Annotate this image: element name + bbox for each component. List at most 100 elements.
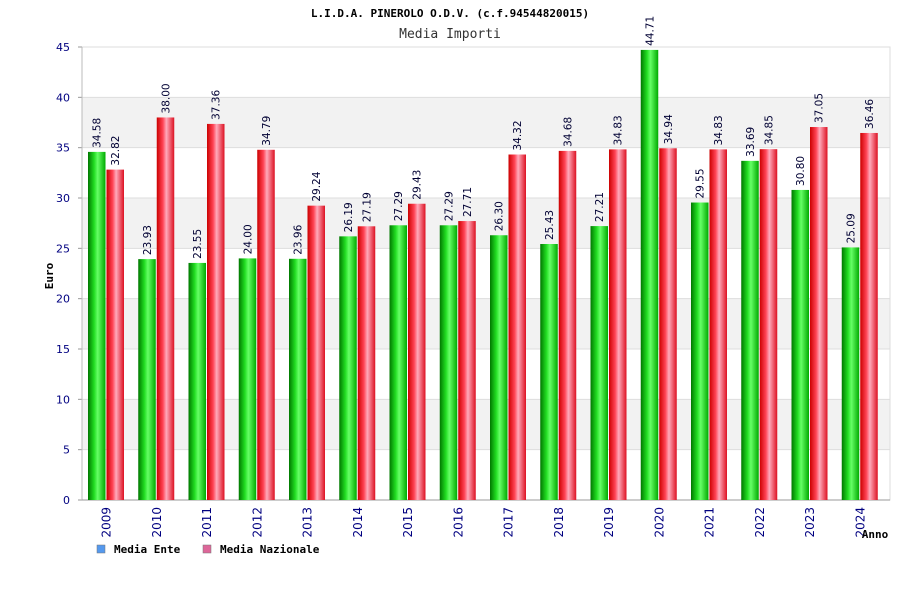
bar-media-nazionale <box>860 132 878 500</box>
data-label: 26.19 <box>343 202 355 232</box>
bar-media-nazionale <box>156 117 175 500</box>
y-tick-label: 20 <box>56 293 70 306</box>
legend-swatch <box>202 544 212 554</box>
bar-media-nazionale <box>659 148 677 500</box>
bar-media-ente <box>389 225 407 500</box>
chart-subtitle: Media Importi <box>399 27 501 42</box>
bar-media-nazionale <box>609 149 627 501</box>
legend-label: Media Ente <box>114 543 181 556</box>
data-label: 34.32 <box>512 120 524 150</box>
legend-swatch <box>96 544 106 554</box>
data-label: 26.30 <box>494 201 506 231</box>
bar-media-nazionale <box>810 127 828 500</box>
data-label: 29.24 <box>311 171 323 201</box>
data-label: 34.58 <box>92 118 104 148</box>
data-label: 37.36 <box>211 90 223 120</box>
bar-media-ente <box>188 262 206 500</box>
y-tick-label: 30 <box>56 192 70 205</box>
y-tick-label: 0 <box>63 494 70 507</box>
x-tick-label: 2022 <box>753 507 767 538</box>
legend-label: Media Nazionale <box>220 543 320 556</box>
x-tick-label: 2011 <box>200 507 214 538</box>
x-tick-label: 2024 <box>853 507 867 538</box>
bar-media-ente <box>590 226 608 500</box>
bar-media-ente <box>640 49 659 500</box>
x-tick-label: 2009 <box>100 507 114 538</box>
data-label: 38.00 <box>161 83 173 113</box>
chart-title: L.I.D.A. PINEROLO O.D.V. (c.f.9454482001… <box>311 7 589 20</box>
data-label: 23.93 <box>142 225 154 255</box>
data-label: 34.83 <box>713 115 725 145</box>
y-tick-label: 25 <box>56 242 70 255</box>
data-label: 27.21 <box>594 192 606 222</box>
x-tick-label: 2017 <box>502 507 516 538</box>
x-tick-label: 2015 <box>401 507 415 538</box>
data-label: 33.69 <box>745 127 757 157</box>
data-label: 36.46 <box>864 99 876 129</box>
data-label: 23.96 <box>293 224 305 254</box>
data-label: 27.71 <box>462 187 474 217</box>
bar-media-nazionale <box>458 221 476 500</box>
data-label: 30.80 <box>795 156 807 186</box>
data-label: 29.43 <box>412 170 424 200</box>
y-axis-ticks: 0 5 10 15 20 25 30 35 40 45 <box>56 41 70 507</box>
x-tick-label: 2018 <box>552 507 566 538</box>
bar-media-ente <box>490 235 508 500</box>
y-tick-label: 5 <box>63 444 70 457</box>
data-label: 27.19 <box>362 192 374 222</box>
legend: Media Ente Media Nazionale <box>96 543 320 556</box>
x-tick-label: 2012 <box>250 507 264 538</box>
bar-media-nazionale <box>709 149 727 501</box>
bar-media-nazionale <box>558 150 577 500</box>
data-label: 25.09 <box>846 213 858 243</box>
x-tick-label: 2016 <box>451 507 465 538</box>
bar-media-ente <box>439 225 458 500</box>
x-tick-label: 2014 <box>351 507 365 538</box>
bar-media-ente <box>791 189 809 501</box>
y-tick-label: 40 <box>56 91 70 104</box>
y-tick-label: 10 <box>56 393 70 406</box>
data-label: 34.83 <box>613 115 625 145</box>
bar-media-nazionale <box>508 154 526 500</box>
x-tick-label: 2010 <box>150 507 164 538</box>
x-tick-label: 2023 <box>803 507 817 538</box>
y-tick-label: 35 <box>56 142 70 155</box>
bar-media-ente <box>841 247 860 500</box>
x-tick-label: 2021 <box>703 507 717 538</box>
bar-media-nazionale <box>357 226 376 500</box>
bar-media-ente <box>339 236 357 500</box>
data-labels: 34.58 32.82 23.93 38.00 23.55 37.36 24.00 34.79… <box>92 16 876 259</box>
data-label: 29.55 <box>695 168 707 198</box>
data-label: 34.94 <box>663 114 675 144</box>
data-label: 23.55 <box>192 229 204 259</box>
x-tick-label: 2019 <box>602 507 616 538</box>
data-label: 27.29 <box>444 191 456 221</box>
bar-media-ente <box>138 259 156 500</box>
bar-media-nazionale <box>257 149 275 500</box>
bar-media-nazionale <box>759 149 778 500</box>
data-label: 44.71 <box>645 16 657 46</box>
data-label: 27.29 <box>393 191 405 221</box>
data-label: 34.85 <box>764 115 776 145</box>
data-label: 25.43 <box>544 210 556 240</box>
x-tick-label: 2013 <box>301 507 315 538</box>
bar-media-ente <box>691 202 709 500</box>
bar-media-nazionale <box>307 205 325 500</box>
y-axis-label: Euro <box>43 262 56 289</box>
plot-band <box>82 47 890 98</box>
bars <box>88 49 878 501</box>
y-tick-label: 15 <box>56 343 70 356</box>
bar-media-ente <box>540 244 558 500</box>
bar-media-nazionale <box>106 169 124 500</box>
x-axis-label: Anno <box>862 528 889 541</box>
x-tick-label: 2020 <box>652 507 666 538</box>
data-label: 37.05 <box>814 93 826 123</box>
bar-media-ente <box>88 151 106 501</box>
data-label: 24.00 <box>243 224 255 254</box>
x-axis-ticks: 2009 2010 2011 2012 2013 2014 2015 2016 2017 2018… <box>100 507 868 538</box>
data-label: 34.68 <box>563 117 575 147</box>
bar-media-ente <box>238 258 257 500</box>
bar-media-ente <box>741 160 759 500</box>
data-label: 34.79 <box>261 116 273 146</box>
